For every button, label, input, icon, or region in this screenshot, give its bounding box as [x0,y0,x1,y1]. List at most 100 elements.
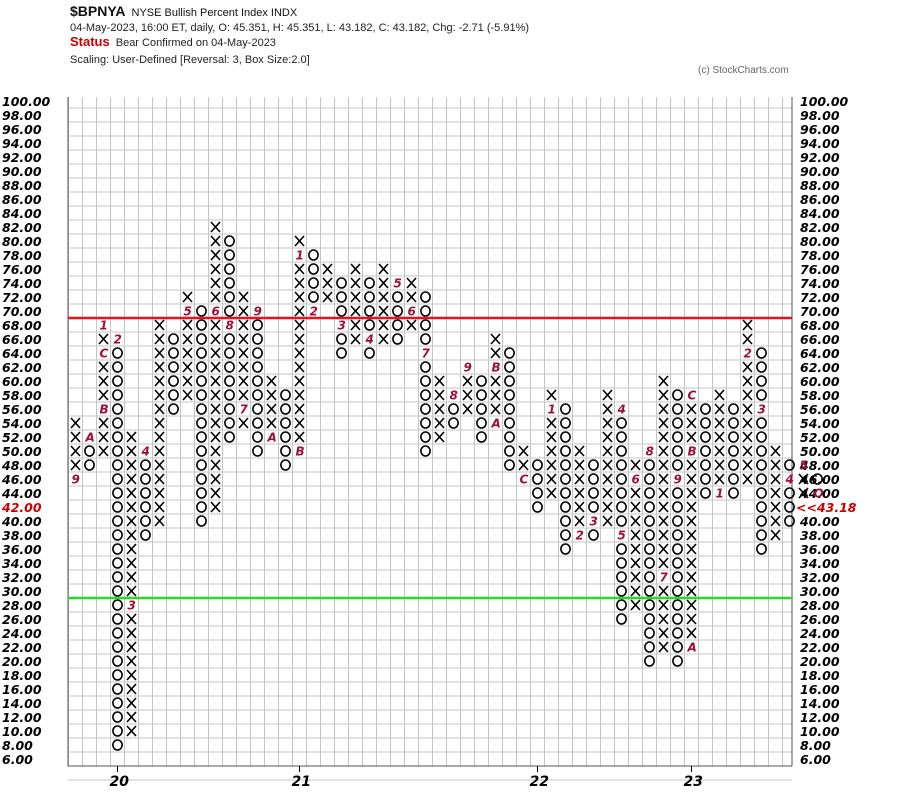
y-tick-label-left: 86.00 [2,192,42,207]
x-mark [434,417,445,429]
y-tick-label-left: 12.00 [2,710,42,725]
x-mark [98,417,109,429]
stockcharts-credit: (c) StockCharts.com [698,65,789,76]
o-mark [504,389,515,401]
o-mark [532,501,543,513]
o-mark [756,473,767,485]
status-row: Status Bear Confirmed on 04-May-2023 [70,34,276,49]
x-mark [742,417,753,429]
o-mark [196,403,207,415]
o-mark [168,347,179,359]
x-mark [210,445,221,457]
y-tick-label-left: 88.00 [2,178,42,193]
y-tick-label-left: 22.00 [2,640,42,655]
month-marker: 8 [646,445,654,459]
x-mark [434,403,445,415]
o-mark [112,389,123,401]
x-mark [742,403,753,415]
o-mark [224,347,235,359]
o-mark [756,459,767,471]
x-mark [574,487,585,499]
o-mark [616,613,627,625]
o-mark [84,459,95,471]
x-mark [266,417,277,429]
x-mark [294,417,305,429]
x-mark [658,599,669,611]
o-mark [644,557,655,569]
x-mark [742,361,753,373]
o-mark [112,529,123,541]
o-mark [112,543,123,555]
x-mark [126,711,137,723]
o-mark [560,501,571,513]
o-mark [560,403,571,415]
month-marker: 7 [240,403,249,417]
y-tick-label-right: 96.00 [800,122,840,137]
o-mark [224,431,235,443]
y-tick-label-right: 56.00 [800,402,840,417]
month-marker: 3 [758,403,766,417]
o-mark [672,417,683,429]
x-mark [742,319,753,331]
x-mark [154,459,165,471]
o-mark [112,557,123,569]
x-mark [490,389,501,401]
x-mark [602,389,613,401]
o-mark [252,319,263,331]
o-mark [616,501,627,513]
o-mark [560,431,571,443]
o-mark [392,291,403,303]
y-tick-label-left: 16.00 [2,682,42,697]
last-value-right-bg [796,500,876,514]
x-mark [210,403,221,415]
y-tick-label-left: 6.00 [2,752,33,767]
x-mark [182,347,193,359]
month-marker: C [688,389,697,403]
x-mark [210,361,221,373]
o-mark [504,361,515,373]
x-mark [770,515,781,527]
y-tick-label-left: 8.00 [2,738,33,753]
x-mark [602,431,613,443]
x-mark [686,627,697,639]
o-mark [308,263,319,275]
x-mark [126,697,137,709]
o-mark [364,319,375,331]
o-mark [448,417,459,429]
o-mark [616,445,627,457]
o-mark [252,417,263,429]
o-mark [700,431,711,443]
y-tick-label-right: 60.00 [800,374,840,389]
y-tick-label-right: 92.00 [800,150,840,165]
o-mark [336,291,347,303]
x-mark [602,501,613,513]
o-mark [112,585,123,597]
o-mark [644,655,655,667]
y-tick-label-left: 100.00 [2,94,51,109]
y-tick-label-right: 40.00 [799,514,840,529]
o-mark [420,389,431,401]
y-tick-label-left: 66.00 [2,332,42,347]
x-mark [98,333,109,345]
o-mark [616,431,627,443]
x-mark [294,319,305,331]
month-marker: 3 [590,515,598,529]
x-mark [630,501,641,513]
month-marker: 4 [785,473,794,487]
x-mark [238,319,249,331]
o-mark [420,375,431,387]
x-mark [574,445,585,457]
x-mark [126,501,137,513]
o-mark [532,459,543,471]
x-mark [182,361,193,373]
o-mark [420,305,431,317]
y-tick-label-left: 72.00 [2,290,42,305]
x-mark [238,417,249,429]
month-marker: 7 [422,347,431,361]
x-mark [686,571,697,583]
month-marker: A [687,641,697,655]
x-mark [546,445,557,457]
x-mark [630,571,641,583]
y-tick-label-right: 8.00 [800,738,831,753]
